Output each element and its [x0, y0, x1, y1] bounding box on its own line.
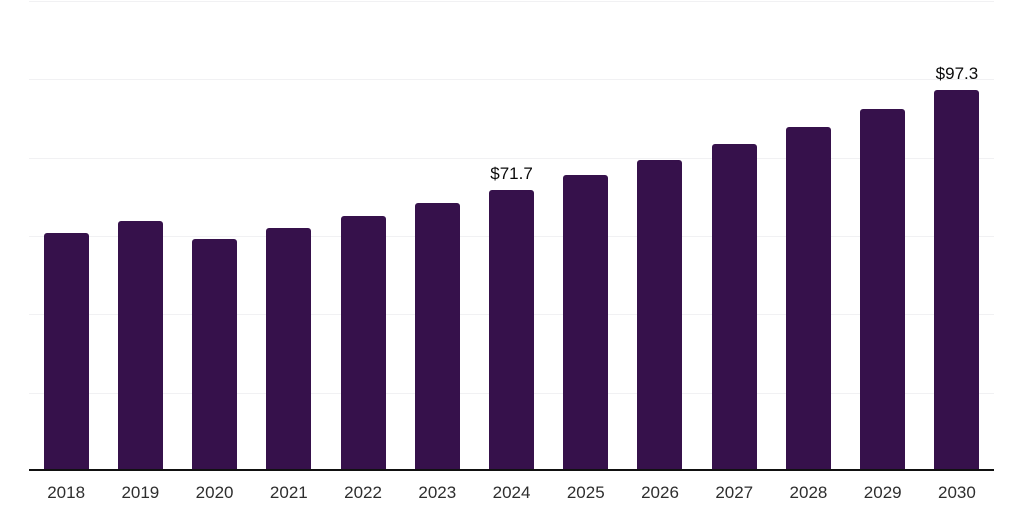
gridline-120 [29, 1, 994, 2]
bar-slot-2022 [326, 1, 400, 471]
bar-2029 [860, 109, 906, 471]
bar-slot-2021 [252, 1, 326, 471]
bar-2027 [711, 144, 757, 471]
bar-2030 [934, 89, 980, 471]
bar-2018 [43, 232, 89, 471]
x-tick-label-2023: 2023 [418, 483, 457, 502]
x-tick-label-2020: 2020 [195, 483, 234, 502]
bar-2020 [192, 239, 238, 471]
bar-slot-2025 [549, 1, 623, 471]
x-tick-label-2029: 2029 [863, 483, 902, 502]
x-tick-label-2024: 2024 [492, 483, 531, 502]
bar-2024 [489, 190, 535, 471]
bar-slot-2028 [771, 1, 845, 471]
x-tick-label-2025: 2025 [566, 483, 605, 502]
x-tick-label-2022: 2022 [344, 483, 382, 502]
x-axis-tick-labels: 2018 2019 2020 2021 2022 2023 2024 2025 2026 2027… [29, 483, 994, 503]
x-tick-label-2026: 2026 [641, 483, 679, 502]
x-axis-line [29, 469, 994, 471]
bar-slot-2018 [29, 1, 103, 471]
plot-area: $71.7 $97.3 [29, 1, 994, 471]
bar-2025 [563, 175, 609, 471]
bar-slot-2029 [846, 1, 920, 471]
bar-2028 [785, 127, 831, 471]
bar-slot-2019 [103, 1, 177, 471]
bar-2023 [414, 202, 460, 471]
x-tick-label-2018: 2018 [47, 483, 86, 502]
value-label-2024: $71.7 [490, 164, 533, 184]
bar-slot-2023 [400, 1, 474, 471]
x-tick-label-2021: 2021 [269, 483, 308, 502]
x-tick-label-2019: 2019 [121, 483, 160, 502]
x-tick-label-2028: 2028 [789, 483, 828, 502]
bar-slot-2026 [623, 1, 697, 471]
gridline-80 [29, 157, 994, 159]
bar-2021 [266, 227, 312, 471]
x-tick-label-2030: 2030 [938, 483, 976, 502]
bar-slot-2030: $97.3 [920, 1, 994, 471]
x-tick-label-2027: 2027 [715, 483, 754, 502]
bar-2019 [117, 220, 163, 471]
bar-2026 [637, 160, 683, 471]
bar-2022 [340, 215, 386, 471]
value-label-2030: $97.3 [935, 63, 979, 83]
bar-slot-2027 [697, 1, 771, 471]
bar-slot-2024: $71.7 [474, 1, 548, 471]
gridline-100 [29, 79, 994, 81]
bars-row: $71.7 $97.3 [29, 1, 994, 471]
bar-slot-2020 [177, 1, 251, 471]
